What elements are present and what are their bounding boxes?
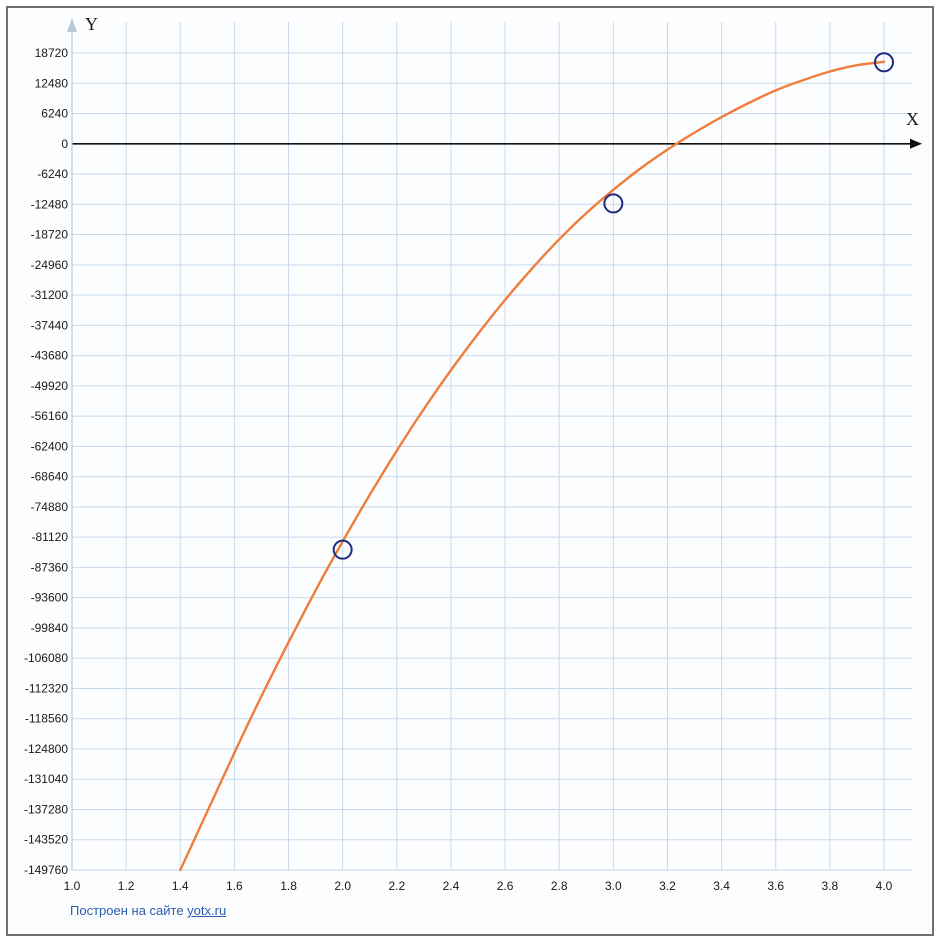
series-curve [179,60,886,872]
y-tick-labels: 18720 12480 6240 0 -6240 -12480 -18720 -24960 -3… [24,46,68,877]
x-tick-label: 1.8 [280,879,297,893]
y-tick-label: -124800 [24,742,68,756]
x-tick-label: 2.2 [388,879,405,893]
y-tick-label: -143520 [24,833,68,847]
y-tick-label: -12480 [31,197,69,211]
data-point-marker [874,52,894,73]
y-tick-label: -37440 [31,318,69,332]
y-tick-label: -112320 [25,681,68,695]
y-tick-label: -81120 [32,530,69,544]
data-point-marker [332,539,353,560]
axes [67,18,922,870]
y-tick-label: 12480 [35,76,69,90]
y-tick-label: -93600 [31,591,69,605]
x-tick-label: 2.8 [551,879,568,893]
y-axis-arrow-icon [67,18,77,32]
series-line [179,60,886,872]
y-tick-label: -6240 [37,167,68,181]
x-tick-label: 1.6 [226,879,243,893]
y-tick-label: -56160 [31,409,69,423]
x-tick-label: 4.0 [876,879,893,893]
y-tick-label: -131040 [24,772,68,786]
x-tick-label: 1.4 [172,879,189,893]
y-tick-label: 18720 [35,46,69,60]
y-tick-label: -74880 [31,500,69,514]
x-tick-label: 2.0 [334,879,351,893]
x-tick-label: 3.2 [659,879,676,893]
y-tick-label: -68640 [31,470,69,484]
y-tick-label: -31200 [31,288,69,302]
y-axis-label: Y [85,14,98,34]
y-tick-label: -118560 [25,712,68,726]
credit-link[interactable]: yotx.ru [187,903,227,918]
chart-frame [6,6,934,936]
y-tick-label: -99840 [31,621,69,635]
x-tick-label: 2.4 [443,879,460,893]
y-tick-label: 0 [61,137,68,151]
y-tick-label: -149760 [24,863,68,877]
x-tick-label: 3.8 [822,879,839,893]
data-point-marker [603,193,624,214]
credit-footer: Построен на сайте yotx.ru [70,903,226,918]
x-axis-label: X [906,109,919,129]
y-tick-label: 6240 [41,107,68,121]
x-tick-label: 2.6 [497,879,514,893]
y-tick-label: -62400 [31,439,69,453]
grid [71,22,912,871]
x-tick-label: 3.6 [767,879,784,893]
credit-text: Построен на сайте [70,903,188,918]
point-markers [332,52,894,560]
x-tick-labels: 1.0 1.2 1.4 1.6 1.8 2.0 2.2 2.4 2.6 2.8 3.0 3.2 3.4 3… [64,879,893,893]
y-tick-label: -18720 [31,228,69,242]
y-tick-label: -24960 [31,258,69,272]
x-tick-label: 3.0 [605,879,622,893]
x-tick-label: 3.4 [713,879,730,893]
y-tick-label: -49920 [31,379,69,393]
y-tick-label: -87360 [31,560,69,574]
x-axis-arrow-icon [910,138,922,149]
y-tick-label: -137280 [24,802,68,816]
x-tick-label: 1.0 [64,879,81,893]
y-tick-label: -106080 [24,651,68,665]
y-tick-label: -43680 [31,349,69,363]
x-tick-label: 1.2 [118,879,135,893]
